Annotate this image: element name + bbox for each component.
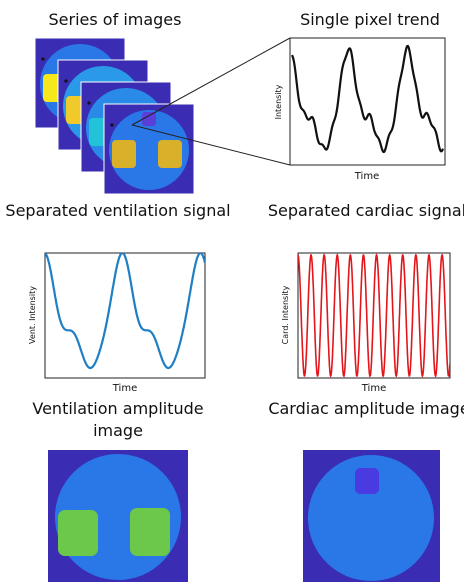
plot-frame bbox=[289, 37, 446, 166]
lung bbox=[158, 140, 182, 168]
heart bbox=[355, 468, 379, 494]
title-box: Cardiac amplitude image bbox=[268, 399, 464, 418]
y-label: Card. Intensity bbox=[281, 285, 290, 344]
title: Separated ventilation signal bbox=[5, 201, 231, 220]
body bbox=[109, 110, 189, 190]
body bbox=[308, 455, 434, 581]
vent-line bbox=[45, 253, 205, 370]
trend-line bbox=[290, 44, 445, 154]
card-image bbox=[303, 450, 440, 582]
title: Series of images bbox=[49, 10, 182, 29]
connector bbox=[131, 124, 291, 166]
title-box: Ventilation amplitude image bbox=[32, 399, 204, 440]
lung bbox=[130, 508, 170, 556]
title-box: Separated cardiac signal bbox=[267, 201, 464, 220]
connector bbox=[131, 37, 291, 126]
card-line bbox=[298, 253, 450, 378]
frame bbox=[103, 103, 195, 195]
pixel bbox=[110, 123, 114, 127]
image-stack bbox=[34, 37, 195, 195]
heart bbox=[142, 112, 156, 126]
y-label: Vent. Intensity bbox=[28, 286, 37, 344]
pixel bbox=[41, 57, 45, 61]
plot-frame bbox=[44, 252, 206, 379]
pixel bbox=[64, 79, 68, 83]
x-label: Time bbox=[112, 383, 137, 394]
title-box: Separated ventilation signal bbox=[5, 201, 231, 220]
title: Separated cardiac signal bbox=[267, 201, 464, 220]
lung bbox=[112, 140, 136, 168]
pixel bbox=[87, 101, 91, 105]
title: Single pixel trend bbox=[300, 10, 440, 29]
x-label: Time bbox=[354, 171, 379, 182]
title: Cardiac amplitude image bbox=[268, 399, 464, 418]
x-label: Time bbox=[361, 383, 386, 394]
y-label: Intensity bbox=[274, 84, 283, 119]
title: Ventilation amplitude image bbox=[32, 399, 204, 440]
vent-image bbox=[48, 450, 188, 582]
lung bbox=[58, 510, 98, 556]
